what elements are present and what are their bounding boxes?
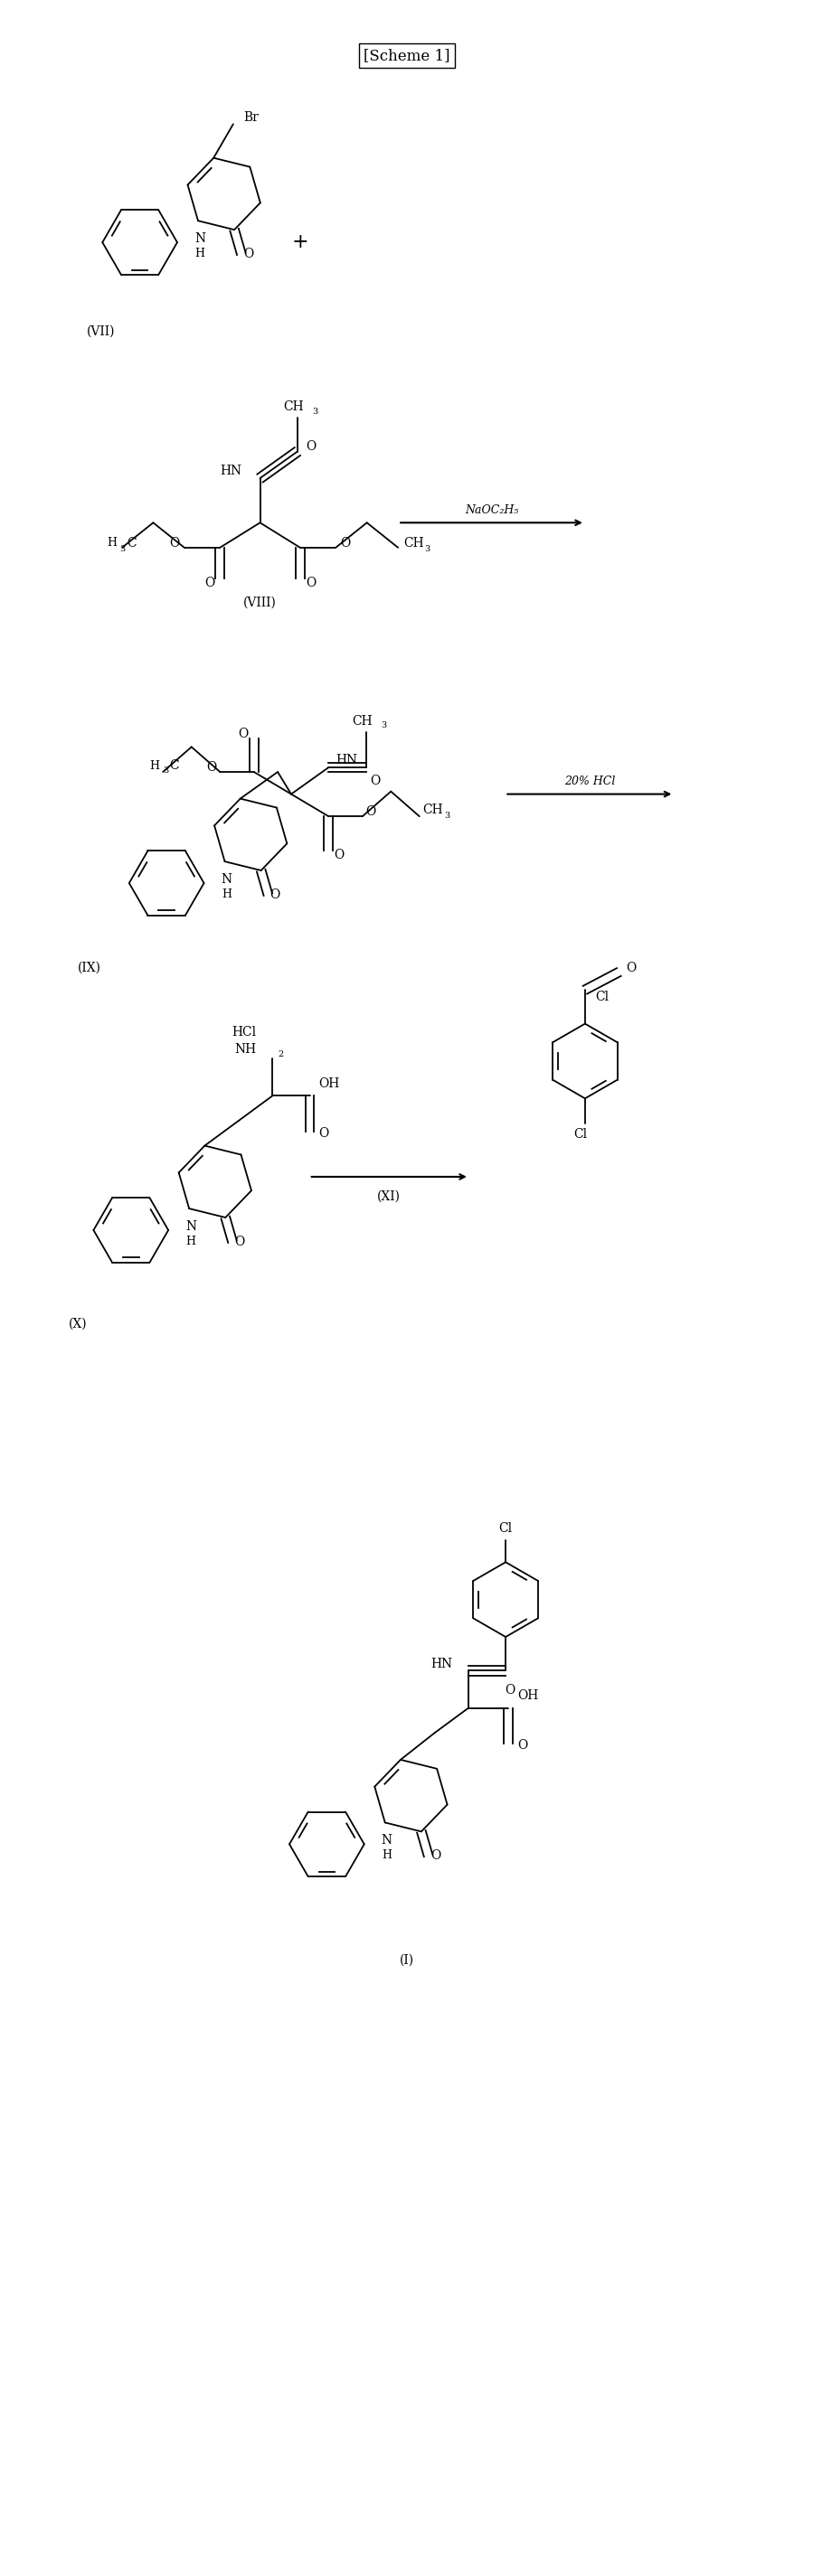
Text: O: O <box>626 961 636 974</box>
Text: H: H <box>107 538 117 549</box>
Text: O: O <box>204 577 215 590</box>
Text: 3: 3 <box>312 407 318 415</box>
Text: Br: Br <box>244 111 259 124</box>
Text: O: O <box>370 775 380 788</box>
Text: O: O <box>243 247 254 260</box>
Text: 20% HCl: 20% HCl <box>564 775 615 788</box>
Text: O: O <box>505 1685 515 1698</box>
Text: H: H <box>150 760 159 770</box>
Text: (XI): (XI) <box>377 1190 401 1203</box>
Text: 2: 2 <box>278 1051 284 1059</box>
Text: HN: HN <box>220 464 242 477</box>
Text: CH: CH <box>284 402 304 412</box>
Text: C: C <box>127 536 137 549</box>
Text: +: + <box>292 232 308 252</box>
Text: O: O <box>334 848 345 860</box>
Text: O: O <box>340 536 350 549</box>
Text: HN: HN <box>430 1656 452 1669</box>
Text: 3: 3 <box>445 811 450 819</box>
Text: OH: OH <box>517 1690 538 1703</box>
Text: (I): (I) <box>400 1953 415 1965</box>
Text: N: N <box>381 1834 393 1847</box>
Text: 3: 3 <box>163 768 168 775</box>
Text: O: O <box>366 806 376 819</box>
Text: H: H <box>195 247 205 260</box>
Text: Cl: Cl <box>499 1522 512 1535</box>
Text: C: C <box>169 760 179 773</box>
Text: O: O <box>207 760 216 773</box>
Text: 3: 3 <box>381 721 387 729</box>
Text: (VII): (VII) <box>86 325 115 337</box>
Text: CH: CH <box>403 536 424 549</box>
Text: Cl: Cl <box>596 992 610 1002</box>
Text: O: O <box>307 440 316 453</box>
Text: O: O <box>238 726 248 739</box>
Text: O: O <box>306 577 316 590</box>
Text: HN: HN <box>336 755 358 768</box>
Text: H: H <box>222 889 232 899</box>
Text: O: O <box>170 536 180 549</box>
Text: Cl: Cl <box>574 1128 588 1141</box>
Text: O: O <box>517 1739 528 1752</box>
Text: O: O <box>270 889 280 902</box>
Text: CH: CH <box>352 714 372 726</box>
Text: NH: NH <box>234 1043 256 1056</box>
Text: OH: OH <box>319 1077 340 1090</box>
Text: 3: 3 <box>120 546 125 554</box>
Text: 3: 3 <box>424 546 430 554</box>
Text: H: H <box>186 1236 196 1247</box>
Text: (IX): (IX) <box>77 961 101 974</box>
Text: [Scheme 1]: [Scheme 1] <box>363 49 450 64</box>
Text: NaOC₂H₅: NaOC₂H₅ <box>465 505 519 515</box>
Text: CH: CH <box>423 804 443 817</box>
Text: O: O <box>234 1234 245 1247</box>
Text: N: N <box>194 232 206 245</box>
Text: N: N <box>221 873 232 886</box>
Text: H: H <box>382 1850 392 1862</box>
Text: (VIII): (VIII) <box>243 598 276 608</box>
Text: HCl: HCl <box>232 1025 256 1038</box>
Text: O: O <box>430 1850 441 1862</box>
Text: N: N <box>185 1221 197 1234</box>
Text: O: O <box>319 1126 328 1139</box>
Text: (X): (X) <box>68 1316 87 1329</box>
